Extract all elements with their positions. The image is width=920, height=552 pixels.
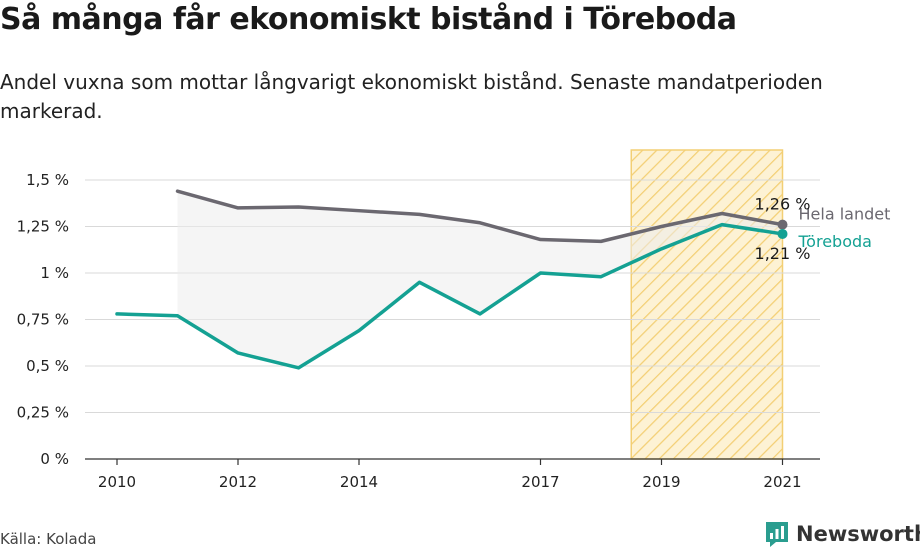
y-tick-label: 0 % xyxy=(40,450,69,468)
series-end-point-1 xyxy=(777,228,788,239)
y-tick-label: 0,25 % xyxy=(17,404,69,422)
page-title: Så många får ekonomiskt bistånd i Törebo… xyxy=(0,2,737,37)
y-tick-label: 1,25 % xyxy=(17,218,69,236)
series-line-1 xyxy=(115,222,785,370)
x-tick-label: 2019 xyxy=(642,473,680,491)
y-tick-label: 1,5 % xyxy=(26,171,69,189)
chart-subtitle: Andel vuxna som mottar långvarigt ekonom… xyxy=(0,70,823,123)
brand-logo: Newsworthy xyxy=(764,520,920,548)
y-tick-label: 0,75 % xyxy=(17,311,69,329)
series-line-0 xyxy=(175,189,785,244)
y-tick-label: 0,5 % xyxy=(26,357,69,375)
series-end-point-0 xyxy=(777,219,788,230)
x-tick-label: 2021 xyxy=(763,473,801,491)
brand-name: Newsworthy xyxy=(796,522,920,546)
source-note: Källa: Kolada xyxy=(0,530,97,548)
series-name-label: Töreboda xyxy=(798,232,872,251)
series-name-label: Hela landet xyxy=(799,205,891,224)
x-tick-label: 2012 xyxy=(219,473,257,491)
x-tick-label: 2017 xyxy=(521,473,559,491)
data-label: 1,21 % xyxy=(755,244,811,263)
highlight-period xyxy=(630,149,784,460)
newsworthy-logo-icon xyxy=(766,522,788,547)
data-label: 1,26 % xyxy=(755,195,811,214)
y-tick-label: 1 % xyxy=(40,264,69,282)
x-tick-label: 2010 xyxy=(98,473,136,491)
x-tick-label: 2014 xyxy=(340,473,378,491)
